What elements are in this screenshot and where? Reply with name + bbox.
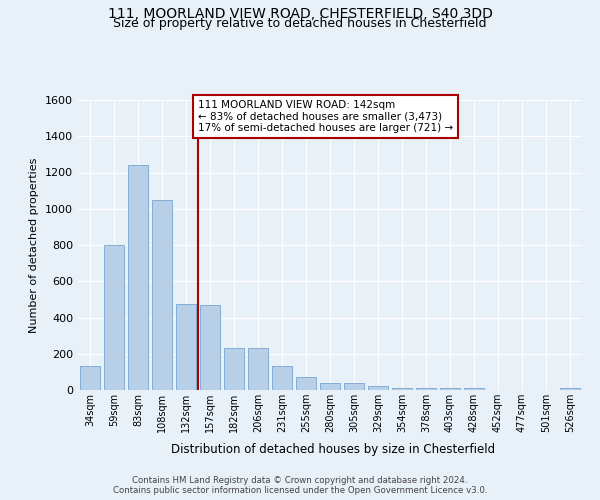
Bar <box>320 383 340 390</box>
Bar <box>104 245 124 390</box>
Text: Size of property relative to detached houses in Chesterfield: Size of property relative to detached ho… <box>113 18 487 30</box>
Text: 111 MOORLAND VIEW ROAD: 142sqm
← 83% of detached houses are smaller (3,473)
17% : 111 MOORLAND VIEW ROAD: 142sqm ← 83% of … <box>198 100 453 133</box>
Bar <box>344 383 364 390</box>
Bar <box>248 348 268 390</box>
Bar <box>440 388 460 390</box>
Bar <box>200 305 220 390</box>
Bar <box>392 388 412 390</box>
Text: Contains HM Land Registry data © Crown copyright and database right 2024.: Contains HM Land Registry data © Crown c… <box>132 476 468 485</box>
Y-axis label: Number of detached properties: Number of detached properties <box>29 158 40 332</box>
Text: 111, MOORLAND VIEW ROAD, CHESTERFIELD, S40 3DD: 111, MOORLAND VIEW ROAD, CHESTERFIELD, S… <box>107 8 493 22</box>
Bar <box>176 304 196 390</box>
Bar <box>152 200 172 390</box>
Bar <box>272 366 292 390</box>
Bar <box>416 388 436 390</box>
Text: Contains public sector information licensed under the Open Government Licence v3: Contains public sector information licen… <box>113 486 487 495</box>
Bar <box>128 165 148 390</box>
Bar <box>560 388 580 390</box>
Bar <box>368 386 388 390</box>
Bar <box>464 388 484 390</box>
Text: Distribution of detached houses by size in Chesterfield: Distribution of detached houses by size … <box>171 442 495 456</box>
Bar <box>296 378 316 390</box>
Bar <box>224 348 244 390</box>
Bar <box>80 366 100 390</box>
